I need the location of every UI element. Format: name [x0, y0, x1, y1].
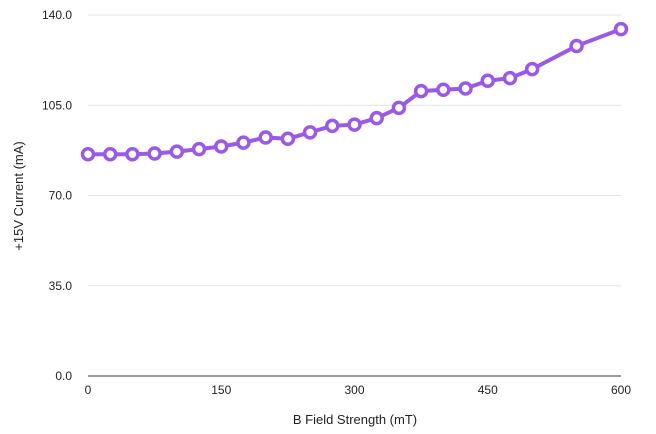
- y-axis-ticks: 0.0 35.0 70.0 105.0 140.0: [42, 8, 72, 383]
- y-tick-label: 35.0: [49, 279, 73, 293]
- data-point: [325, 118, 340, 134]
- data-point: [369, 110, 384, 126]
- x-tick-label: 300: [344, 383, 364, 397]
- grid-lines: [88, 14, 621, 377]
- data-point: [391, 100, 407, 116]
- y-tick-label: 70.0: [49, 189, 73, 203]
- data-point: [258, 130, 273, 145]
- series: [80, 21, 629, 162]
- data-point: [102, 146, 118, 162]
- data-point: [125, 146, 140, 162]
- x-axis-label: B Field Strength (mT): [293, 412, 417, 427]
- x-tick-label: 0: [85, 383, 92, 397]
- data-point: [524, 61, 540, 77]
- y-tick-label: 140.0: [42, 8, 72, 22]
- x-tick-label: 450: [478, 383, 498, 397]
- data-point: [613, 21, 629, 37]
- y-tick-label: 105.0: [42, 98, 72, 112]
- data-point: [191, 141, 207, 157]
- data-point: [236, 135, 251, 150]
- data-point: [280, 131, 296, 147]
- data-point: [480, 73, 495, 88]
- data-point: [436, 82, 451, 98]
- x-axis-ticks: 0 150 300 450 600: [85, 383, 632, 397]
- y-tick-label: 0.0: [55, 369, 72, 383]
- data-point: [569, 38, 584, 54]
- data-point: [169, 144, 185, 159]
- series-line: [86, 27, 623, 157]
- data-point: [413, 83, 429, 99]
- x-tick-label: 600: [611, 383, 631, 397]
- data-point: [214, 139, 229, 154]
- data-point: [502, 70, 518, 86]
- y-axis-label: +15V Current (mA): [11, 141, 26, 250]
- data-point: [80, 146, 96, 162]
- x-tick-label: 150: [211, 383, 231, 397]
- data-point: [347, 117, 362, 132]
- data-point: [302, 125, 318, 140]
- data-point: [458, 81, 473, 96]
- data-point: [147, 146, 162, 161]
